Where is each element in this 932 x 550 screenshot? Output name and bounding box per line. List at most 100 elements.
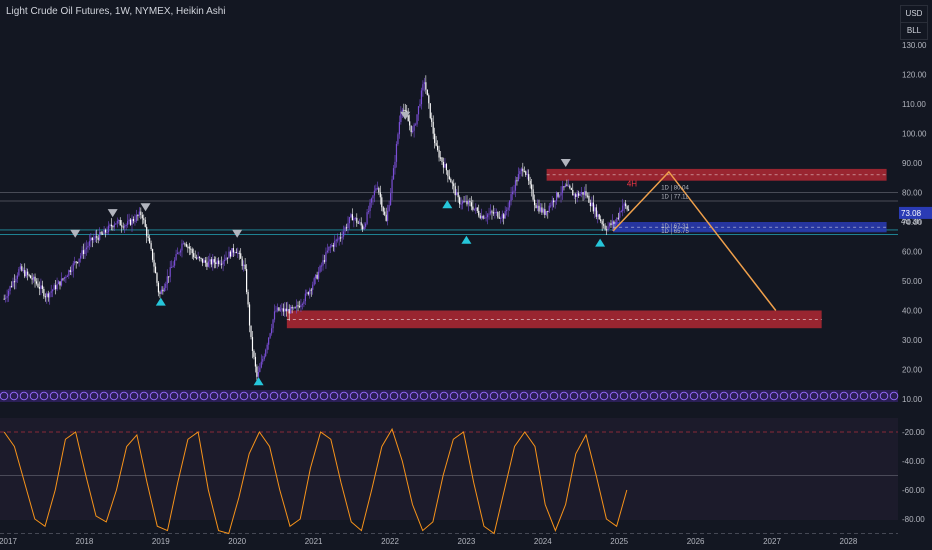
candle-body	[370, 198, 373, 203]
session-marker	[799, 391, 809, 401]
candle-body	[281, 308, 283, 310]
candle-body	[287, 308, 289, 312]
candle-body	[10, 286, 13, 288]
candle-body	[165, 283, 167, 288]
candle-body	[90, 237, 92, 242]
candle-body	[198, 256, 201, 258]
candle-body	[215, 262, 217, 264]
candle-body	[46, 293, 48, 297]
session-marker	[0, 391, 9, 401]
x-tick-label: 2020	[228, 537, 246, 546]
candle-body	[526, 174, 528, 176]
candle-body	[506, 209, 508, 212]
candle-body	[500, 218, 502, 220]
osc-y-tick: -40.00	[902, 457, 925, 466]
candle-body	[12, 281, 14, 287]
candle-body	[69, 270, 71, 272]
candle-body	[450, 179, 452, 183]
session-marker	[339, 391, 349, 401]
session-marker	[39, 391, 49, 401]
candle-body	[367, 211, 370, 213]
candle-body	[3, 298, 5, 300]
candle-body	[378, 188, 380, 193]
candle-body	[174, 259, 176, 266]
session-marker	[179, 391, 189, 401]
candle-body	[582, 192, 584, 195]
y-tick-label: 30.00	[902, 336, 923, 345]
candle-body	[442, 161, 445, 168]
candle-body	[457, 192, 459, 198]
candle-body	[77, 262, 79, 264]
candle-body	[37, 283, 39, 288]
candle-body	[438, 150, 440, 158]
candle-body	[564, 184, 567, 187]
session-marker	[719, 391, 729, 401]
session-marker	[319, 391, 329, 401]
candle-body	[254, 356, 257, 367]
session-marker	[49, 391, 59, 401]
session-marker	[689, 391, 699, 401]
session-marker	[419, 391, 429, 401]
candle-body	[251, 337, 254, 351]
candle-body	[604, 225, 606, 230]
candle-body	[68, 270, 70, 276]
candle-body	[229, 251, 232, 257]
candle-body	[106, 232, 108, 234]
candle-body	[187, 246, 189, 248]
candle-body	[71, 270, 73, 272]
candle-body	[488, 213, 490, 215]
currency-usd[interactable]: USD	[901, 6, 927, 23]
candle-body	[265, 349, 267, 357]
candle-body	[464, 201, 467, 203]
session-marker	[89, 391, 99, 401]
candle-body	[226, 257, 229, 259]
session-marker	[789, 391, 799, 401]
session-marker	[479, 391, 489, 401]
session-marker	[439, 391, 449, 401]
candle-body	[379, 192, 381, 198]
candle-body	[334, 240, 336, 247]
candle-body	[134, 220, 136, 222]
candle-body	[91, 237, 93, 240]
candle-body	[541, 207, 543, 213]
candle-body	[290, 306, 292, 314]
candle-body	[570, 188, 572, 190]
session-marker	[649, 391, 659, 401]
candle-body	[272, 319, 274, 329]
candle-body	[190, 248, 192, 250]
candle-body	[409, 121, 411, 126]
candle-body	[423, 82, 425, 85]
candle-body	[266, 344, 268, 350]
buy-marker	[155, 297, 166, 306]
candle-body	[531, 184, 533, 190]
candle-body	[303, 301, 305, 304]
candle-body	[103, 229, 105, 235]
candle-body	[268, 337, 270, 345]
candle-body	[175, 254, 177, 260]
candle-body	[7, 290, 10, 297]
candle-body	[16, 275, 19, 279]
candle-body	[625, 203, 627, 207]
candle-body	[191, 249, 193, 254]
candle-body	[323, 260, 326, 262]
session-marker	[229, 391, 239, 401]
candle-body	[461, 201, 464, 204]
currency-box[interactable]: USD BLL	[900, 5, 928, 40]
session-marker	[499, 391, 509, 401]
session-marker	[409, 391, 419, 401]
candle-body	[357, 222, 359, 224]
session-marker	[449, 391, 459, 401]
candle-body	[337, 239, 339, 241]
candle-body	[124, 225, 126, 228]
session-marker	[9, 391, 19, 401]
candle-body	[63, 277, 66, 280]
candle-body	[431, 118, 433, 122]
candle-body	[307, 292, 309, 295]
symbol-title[interactable]: Light Crude Oil Futures, 1W, NYMEX, Heik…	[6, 6, 226, 17]
candle-body	[150, 243, 152, 250]
sell-marker	[232, 229, 243, 238]
currency-unit[interactable]: BLL	[906, 26, 922, 35]
candle-body	[456, 192, 458, 196]
candle-body	[291, 306, 293, 309]
